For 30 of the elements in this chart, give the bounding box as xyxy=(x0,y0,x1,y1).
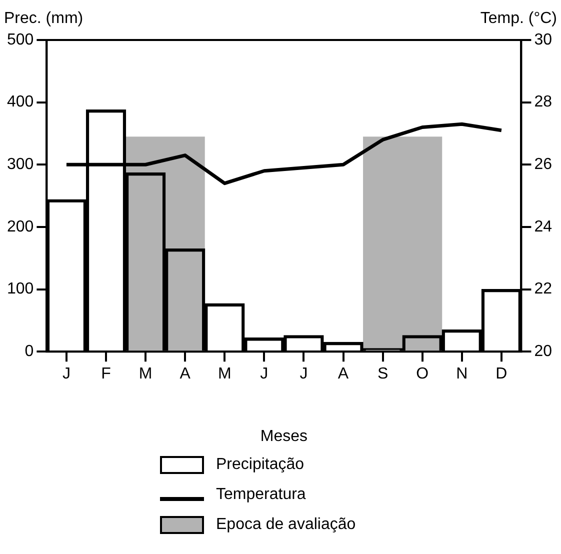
legend-label: Epoca de avaliação xyxy=(216,516,356,534)
y-tick-label: 0 xyxy=(24,343,34,360)
x-tick-label: D xyxy=(496,366,508,383)
x-axis-title: Meses xyxy=(260,428,308,445)
x-tick-label: J xyxy=(300,366,308,383)
x-tick-label: M xyxy=(218,366,232,383)
x-tick-label: F xyxy=(101,366,112,383)
y2-tick-label: 26 xyxy=(534,156,552,174)
y2-tick-label: 20 xyxy=(534,343,552,360)
y-tick-label: 400 xyxy=(6,94,34,111)
y-tick-label: 300 xyxy=(6,156,34,174)
legend-label: Precipitação xyxy=(216,456,304,474)
x-tick-label: S xyxy=(377,366,388,383)
y2-tick-label: 28 xyxy=(534,94,552,111)
x-tick-label: M xyxy=(138,366,152,383)
y-tick-label: 200 xyxy=(6,218,34,236)
y2-tick-label: 24 xyxy=(534,218,552,236)
x-tick-label: N xyxy=(456,366,468,383)
legend-label: Temperatura xyxy=(216,486,306,504)
x-tick-label: J xyxy=(260,366,268,383)
x-tick-label: O xyxy=(416,366,429,383)
y2-axis-title: Temp. (°C) xyxy=(480,10,557,28)
x-tick-label: A xyxy=(338,366,349,383)
y2-tick-label: 22 xyxy=(534,280,552,298)
y-tick-label: 100 xyxy=(6,280,34,298)
y-tick-label: 500 xyxy=(6,31,34,48)
y-axis-title: Prec. (mm) xyxy=(4,10,84,28)
x-tick-label: A xyxy=(180,366,191,383)
y2-tick-label: 30 xyxy=(534,31,552,48)
x-tick-label: J xyxy=(62,366,70,383)
